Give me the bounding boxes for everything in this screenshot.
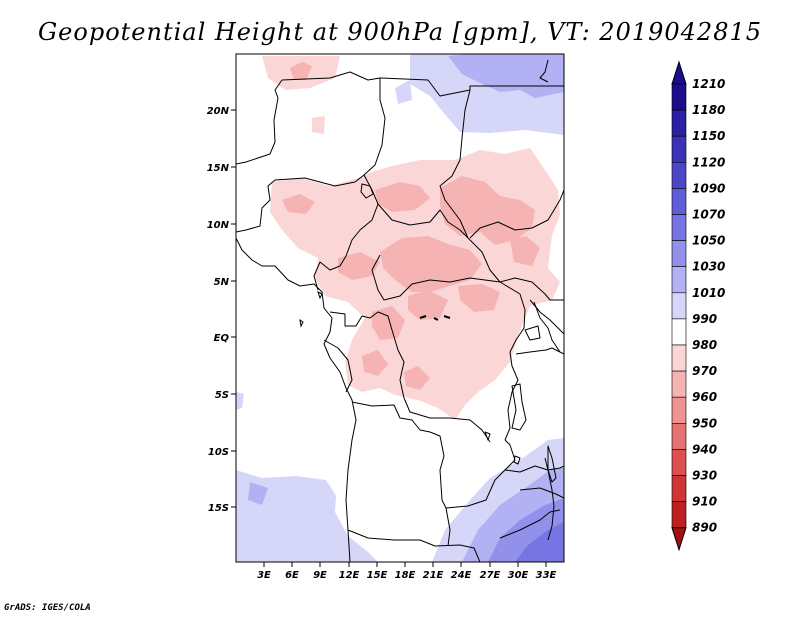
lon-ticks — [263, 562, 547, 567]
lon-label: 15E — [367, 570, 388, 581]
lat-label: EQ — [214, 333, 230, 344]
grads-credit: GrADS: IGES/COLA — [4, 603, 91, 613]
colorbar-label: 970 — [692, 364, 717, 378]
lat-label: 10N — [207, 220, 230, 231]
colorbar-swatch — [671, 162, 687, 189]
lake-chad — [360, 183, 374, 199]
lon-label: 27E — [480, 570, 501, 581]
colorbar-swatch — [671, 83, 687, 111]
height-field-1070 — [515, 522, 564, 562]
colorbar-label: 990 — [692, 312, 717, 326]
colorbar-swatch — [671, 109, 687, 137]
map-panel — [236, 54, 564, 562]
lon-label: 12E — [339, 570, 360, 581]
lat-ticks — [231, 109, 236, 508]
borders — [236, 59, 564, 562]
lat-label: 15S — [208, 503, 229, 514]
colorbar-label: 910 — [692, 495, 717, 509]
colorbar-swatch — [671, 292, 687, 320]
sao-tome-island — [299, 318, 304, 328]
colorbar-swatch — [671, 135, 687, 163]
colorbar-label: 1150 — [692, 129, 725, 143]
colorbar-swatch — [671, 318, 687, 346]
colorbar-swatch — [671, 214, 687, 241]
lat-label: 10S — [208, 447, 229, 458]
river-dashes — [419, 315, 451, 321]
lon-label: 24E — [451, 570, 472, 581]
lat-label: 5N — [214, 277, 230, 288]
colorbar-label: 1010 — [692, 286, 725, 300]
lat-label: 5S — [215, 390, 229, 401]
colorbar-swatch — [671, 240, 687, 268]
colorbar-label: 890 — [692, 521, 717, 535]
lon-label: 30E — [508, 570, 529, 581]
colorbar-bottom-arrow — [671, 527, 687, 552]
colorbar-label: 950 — [692, 416, 717, 430]
colorbar-swatch — [671, 396, 687, 424]
bioko-island — [317, 291, 323, 300]
lat-label: 20N — [207, 106, 230, 117]
map-title: Geopotential Height at 900hPa [gpm], VT:… — [38, 18, 762, 46]
colorbar: 1210 1180 1150 1120 1090 1070 1050 1030 1010 990 9… — [671, 60, 725, 552]
colorbar-label: 980 — [692, 338, 717, 352]
lon-label: 6E — [285, 570, 299, 581]
colorbar-swatch — [671, 501, 687, 529]
colorbar-swatch — [671, 266, 687, 294]
colorbar-label: 930 — [692, 469, 717, 483]
lon-label: 21E — [423, 570, 444, 581]
colorbar-label: 1120 — [692, 155, 725, 169]
colorbar-label: 1030 — [692, 260, 725, 274]
colorbar-swatch — [671, 422, 687, 450]
colorbar-top-arrow — [671, 60, 687, 85]
colorbar-label: 1210 — [692, 77, 725, 91]
lon-label: 33E — [536, 570, 557, 581]
lat-labels: 20N 15N 10N 5N EQ 5S 10S 15S — [207, 106, 230, 514]
colorbar-swatch — [671, 475, 687, 502]
colorbar-label: 940 — [692, 442, 717, 456]
colorbar-swatch — [671, 449, 687, 476]
colorbar-label: 960 — [692, 390, 717, 404]
colorbar-swatch — [671, 344, 687, 372]
colorbar-label: 1070 — [692, 208, 725, 222]
height-field-970 — [282, 62, 540, 390]
colorbar-swatch — [671, 188, 687, 215]
map-frame — [235, 53, 565, 563]
lat-label: 15N — [207, 163, 230, 174]
lon-labels: 3E 6E 9E 12E 15E 18E 21E 24E 27E 30E 33E — [257, 570, 556, 581]
colorbar-label: 1090 — [692, 181, 725, 195]
lon-label: 18E — [395, 570, 416, 581]
colorbar-label: 1050 — [692, 234, 725, 248]
lon-label: 3E — [257, 570, 271, 581]
lon-label: 9E — [313, 570, 327, 581]
colorbar-swatch — [671, 370, 687, 398]
colorbar-label: 1180 — [692, 103, 725, 117]
